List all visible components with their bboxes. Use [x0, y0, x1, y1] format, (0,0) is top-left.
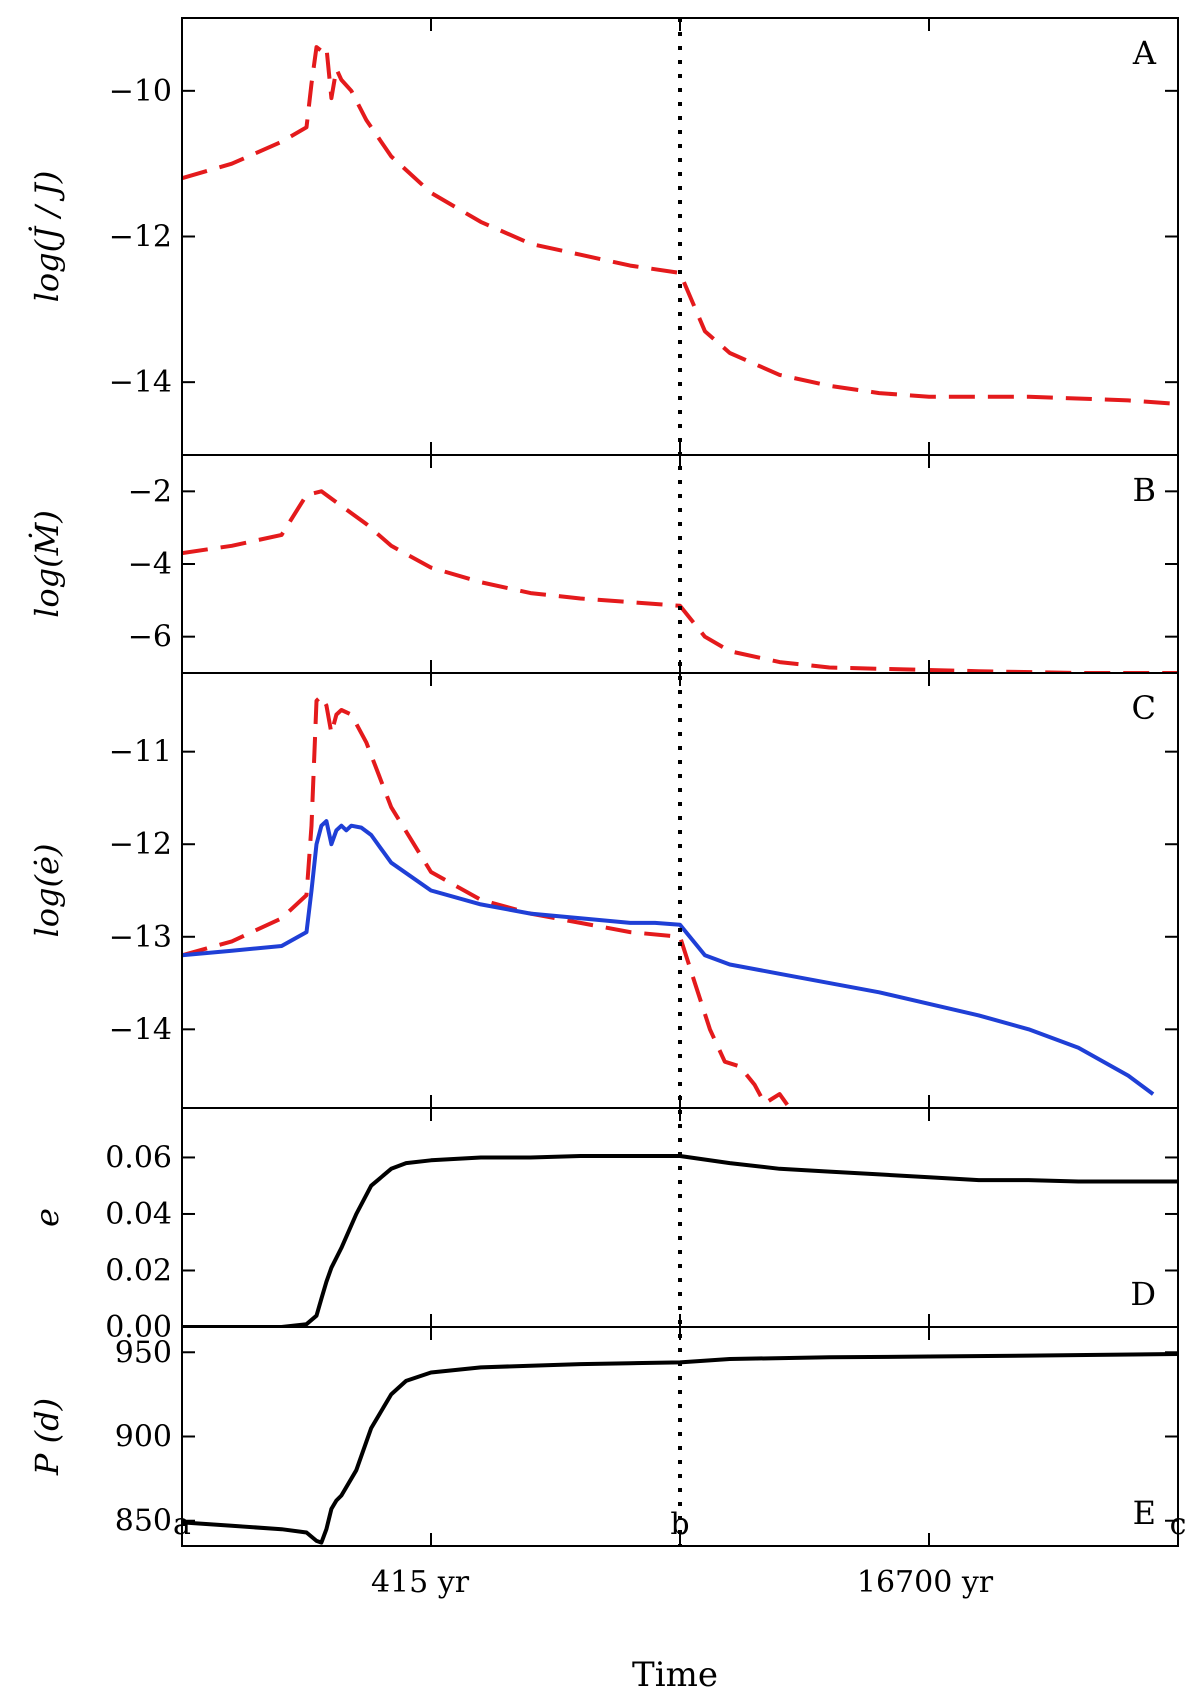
y-axis-label: P (d) — [28, 1398, 66, 1476]
y-tick-label: −12 — [109, 220, 172, 255]
panel-letter: E — [1133, 1494, 1156, 1532]
series-line-1 — [182, 1154, 1178, 1327]
y-tick-label: −13 — [109, 920, 172, 955]
y-axis-label: log(J̇ / J) — [28, 171, 66, 303]
y-tick-label: −10 — [109, 74, 172, 109]
y-tick-label: 0.02 — [105, 1253, 172, 1288]
x-tick-a: a — [173, 1507, 191, 1542]
y-axis-label: log(ė) — [28, 844, 66, 938]
x-axis: a b c 415 yr 16700 yr Time — [173, 1507, 1186, 1695]
y-tick-label: 900 — [115, 1420, 172, 1455]
x-tick-b: b — [670, 1507, 689, 1542]
panel-letter: B — [1132, 471, 1156, 509]
x-tick-c: c — [1170, 1507, 1187, 1542]
y-tick-label: −14 — [109, 1012, 172, 1047]
panel-frame — [181, 17, 1179, 456]
y-axis-label: log(Ṁ) — [28, 510, 66, 618]
y-tick-label: −4 — [128, 547, 172, 582]
y-tick-label: 0.04 — [105, 1197, 172, 1232]
series-line-1 — [182, 489, 1178, 673]
panel-d: 0.00 0.02 0.04 0.06 De — [28, 1107, 1179, 1345]
y-tick-label: 0.00 — [105, 1310, 172, 1345]
segment-label-second: 16700 yr — [857, 1565, 994, 1600]
series-line-2 — [182, 819, 1155, 1096]
y-tick-label: 850 — [115, 1504, 172, 1539]
y-tick-label: −2 — [128, 474, 172, 509]
series-line-1 — [182, 45, 1178, 406]
panel-letter: A — [1132, 34, 1157, 72]
y-tick-label: −12 — [109, 827, 172, 862]
panel-e: 850 900 950 E P (d) — [28, 1326, 1179, 1547]
panel-letter: C — [1132, 689, 1156, 727]
segment-label-first: 415 yr — [371, 1565, 470, 1600]
y-tick-label: −11 — [109, 735, 172, 770]
y-axis-label: e — [28, 1208, 66, 1227]
series-line-1 — [182, 694, 792, 1108]
y-tick-label: 0.06 — [105, 1140, 172, 1175]
y-tick-label: 950 — [115, 1335, 172, 1370]
y-tick-label: −6 — [128, 620, 172, 655]
panel-letter: D — [1130, 1275, 1156, 1313]
series-line-1 — [182, 1352, 1178, 1545]
y-tick-label: −14 — [109, 365, 172, 400]
x-axis-label: Time — [632, 1655, 718, 1695]
